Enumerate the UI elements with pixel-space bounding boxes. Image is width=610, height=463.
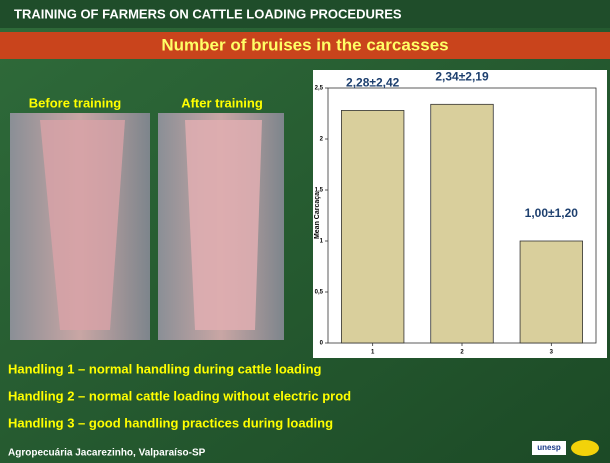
note: Handling 1 – normal handling during catt…	[8, 361, 322, 376]
value-label: 1,00±1,20	[525, 206, 579, 220]
bar	[430, 103, 494, 344]
photo-caption: After training	[181, 95, 263, 110]
logo-icon	[571, 440, 599, 456]
y-tick-label: 1	[320, 239, 324, 245]
bar	[340, 110, 405, 344]
value-label: 2,34±2,19	[435, 69, 489, 83]
title-bar	[0, 32, 610, 59]
x-tick-label: 2	[460, 350, 464, 356]
note: Handling 3 – good handling practices dur…	[8, 415, 333, 430]
photo-detail	[40, 120, 125, 330]
logo-box	[532, 441, 566, 455]
y-tick-label: 2,5	[315, 86, 324, 92]
footer: Agropecuária Jacarezinho, Valparaíso-SP	[8, 448, 206, 459]
x-tick-label: 3	[550, 350, 554, 356]
photo-caption: Before training	[29, 95, 122, 110]
slide-title: Number of bruises in the carcasses	[161, 35, 448, 54]
photo-detail	[185, 120, 262, 330]
y-axis-label: Mean Carcaça	[314, 192, 321, 239]
note: Handling 2 – normal cattle loading witho…	[8, 388, 351, 403]
y-tick-label: 0,5	[315, 290, 324, 296]
y-tick-label: 1,5	[315, 188, 324, 194]
header-title: TRAINING OF FARMERS ON CATTLE LOADING PR…	[14, 6, 402, 21]
chart: Mean Carcaça 0 0,5 1 1,5 2 2,5 1 2,28±2,42 2 2,34±…	[314, 69, 597, 356]
y-tick-label: 0	[320, 341, 324, 347]
header-bar	[0, 0, 610, 28]
x-tick-label: 1	[371, 350, 375, 356]
y-tick-label: 2	[320, 137, 324, 143]
bar	[519, 240, 583, 344]
logo: unesp	[537, 443, 561, 452]
value-label: 2,28±2,42	[346, 76, 400, 90]
